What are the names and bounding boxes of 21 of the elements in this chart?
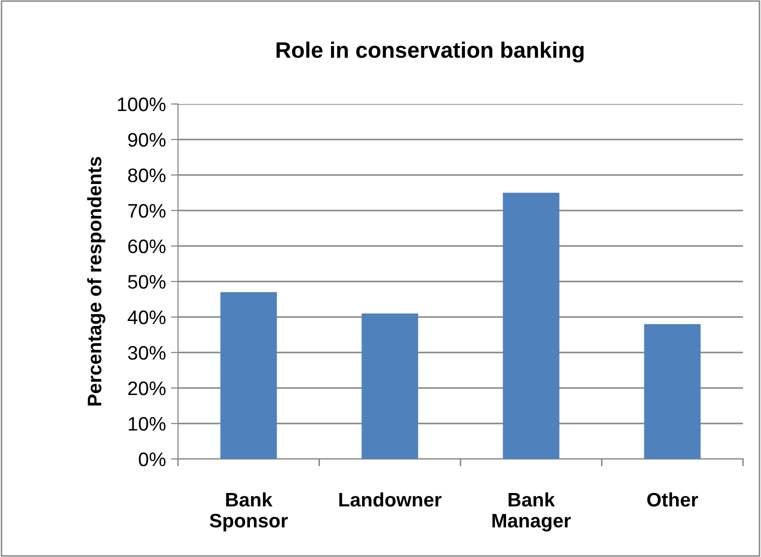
y-tick-label: 30% <box>128 346 166 360</box>
y-tick-label: 0% <box>138 452 166 466</box>
y-tick-label: 80% <box>128 168 166 182</box>
y-axis-title: Percentage of respondents <box>87 156 106 406</box>
x-tick-label: Bank Manager <box>492 492 571 532</box>
bar <box>502 192 560 459</box>
y-tick-label: 90% <box>128 132 166 147</box>
bar <box>362 313 418 459</box>
y-tick-label: 50% <box>128 274 166 289</box>
chart-title: Role in conservation banking <box>276 42 584 62</box>
y-tick-label: 40% <box>128 310 166 324</box>
bar <box>220 292 277 459</box>
x-tick-label: Landowner <box>339 492 442 507</box>
x-tick-label: Other <box>647 492 698 507</box>
y-tick-label: 10% <box>128 416 166 431</box>
y-tick-label: 60% <box>128 239 166 254</box>
y-tick-label: 20% <box>128 381 166 396</box>
y-tick-label: 70% <box>128 204 166 218</box>
y-tick-label: 100% <box>118 97 166 112</box>
bar <box>644 324 701 459</box>
x-tick-label: Bank Sponsor <box>210 492 288 532</box>
